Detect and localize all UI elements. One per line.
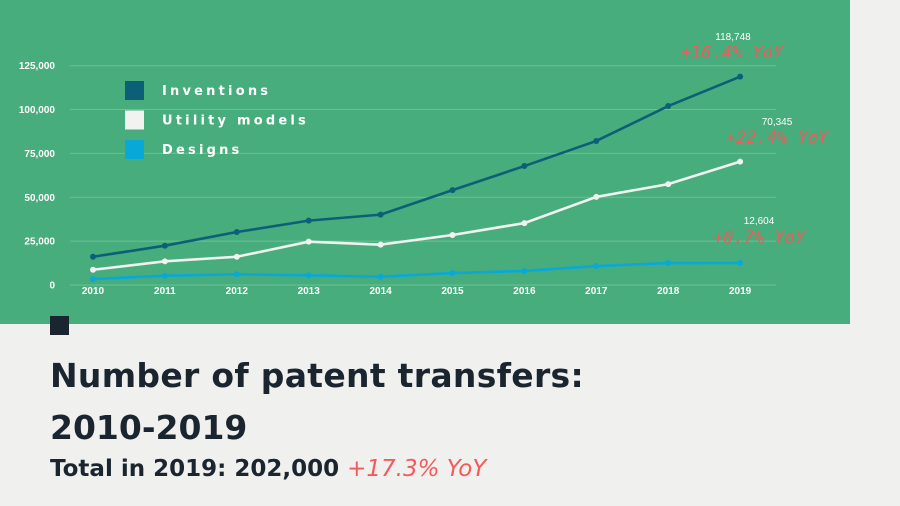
- x-tick-label: 2018: [657, 286, 680, 297]
- legend-label-designs: Designs: [162, 143, 243, 158]
- data-point-utility-models: [665, 181, 672, 188]
- data-point-designs: [90, 276, 96, 283]
- annotation-value-inventions: 118,748: [715, 32, 751, 43]
- data-point-designs: [737, 259, 744, 266]
- x-tick-label: 2016: [513, 286, 536, 297]
- data-point-inventions: [665, 103, 672, 110]
- total-label: Total in 2019: 202,000: [50, 456, 340, 482]
- data-point-utility-models: [593, 193, 600, 200]
- chart-panel: 0 25,000 50,000 75,000 100,000 125,000 2010 20…: [0, 0, 850, 324]
- annotation-value-utility-models: 70,345: [762, 117, 793, 128]
- series-line-designs: [92, 261, 741, 281]
- legend-swatch-utility-models: [125, 110, 144, 130]
- data-point-inventions: [737, 73, 744, 80]
- legend-label-inventions: Inventions: [162, 84, 271, 99]
- data-point-inventions: [449, 187, 456, 194]
- data-point-utility-models: [90, 266, 96, 273]
- annotation-yoy-inventions: +16.4% YoY: [681, 43, 785, 63]
- data-point-inventions: [521, 163, 528, 170]
- data-point-designs: [665, 260, 672, 267]
- data-point-designs: [593, 263, 600, 270]
- data-point-utility-models: [449, 231, 456, 238]
- chart-title-line2: 2010-2019: [50, 408, 248, 447]
- x-tick-label: 2013: [298, 286, 321, 297]
- data-point-utility-models: [737, 158, 744, 165]
- data-point-utility-models: [305, 238, 312, 245]
- x-tick-label: 2019: [729, 286, 752, 297]
- total-yoy: +17.3% YoY: [347, 456, 487, 482]
- data-point-inventions: [593, 137, 600, 144]
- x-tick-label: 2011: [154, 286, 176, 297]
- chart-title-line1: Number of patent transfers:: [50, 356, 584, 395]
- data-point-inventions: [161, 242, 168, 249]
- series-line-inventions: [92, 75, 741, 259]
- annotation-yoy-designs: +0.7% YoY: [713, 228, 807, 248]
- y-tick-label: 0: [49, 281, 55, 292]
- x-tick-label: 2012: [226, 286, 249, 297]
- y-tick-label: 125,000: [19, 61, 56, 72]
- y-tick-label: 100,000: [19, 105, 56, 116]
- x-tick-label: 2014: [369, 286, 392, 297]
- annotation-value-designs: 12,604: [744, 216, 775, 227]
- data-point-inventions: [90, 253, 96, 260]
- x-tick-label: 2017: [585, 286, 608, 297]
- line-chart: 0 25,000 50,000 75,000 100,000 125,000 2010 20…: [19, 32, 830, 297]
- legend-swatch-inventions: [125, 81, 144, 100]
- data-point-inventions: [233, 229, 240, 236]
- y-tick-label: 50,000: [24, 193, 55, 204]
- data-point-utility-models: [233, 253, 240, 260]
- data-point-designs: [521, 267, 528, 274]
- annotation-yoy-utility-models: +22.4% YoY: [726, 128, 830, 148]
- data-point-designs: [377, 273, 384, 280]
- decorative-square: [50, 316, 69, 335]
- y-tick-label: 25,000: [24, 237, 55, 248]
- data-point-designs: [449, 270, 456, 277]
- data-point-inventions: [377, 211, 384, 218]
- total-summary: Total in 2019: 202,000 +17.3% YoY: [50, 456, 486, 482]
- x-tick-label: 2015: [441, 286, 464, 297]
- data-point-utility-models: [161, 258, 168, 265]
- x-tick-label: 2010: [82, 286, 105, 297]
- data-point-inventions: [305, 217, 312, 224]
- data-point-designs: [233, 271, 240, 278]
- data-point-utility-models: [377, 241, 384, 248]
- legend-swatch-designs: [125, 140, 144, 159]
- series-line-utility-models: [92, 160, 741, 272]
- data-point-designs: [305, 272, 312, 279]
- legend-label-utility-models: Utility models: [162, 114, 309, 129]
- data-point-utility-models: [521, 220, 528, 227]
- data-point-designs: [161, 272, 168, 279]
- y-tick-label: 75,000: [24, 149, 55, 160]
